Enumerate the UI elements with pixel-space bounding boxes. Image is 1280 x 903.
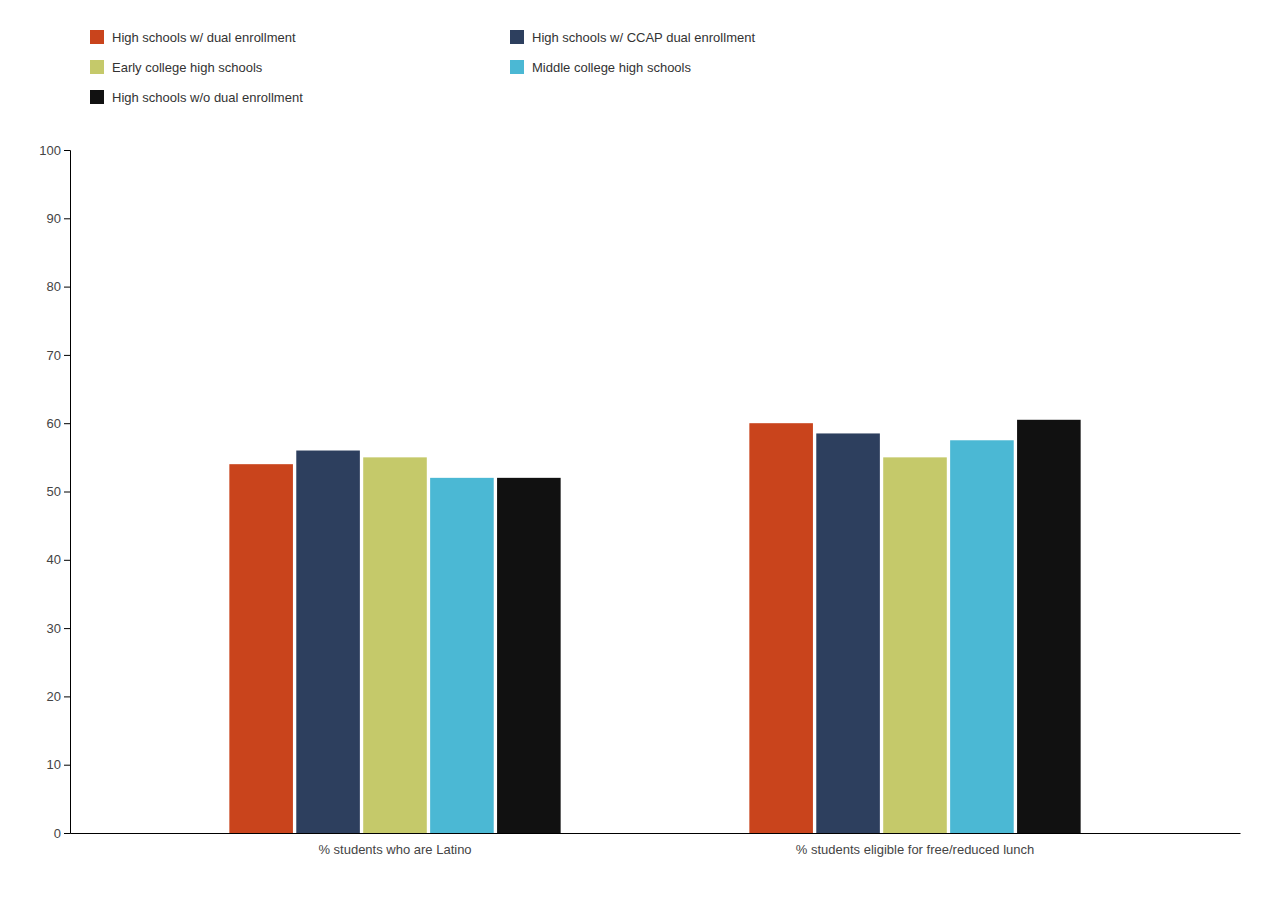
y-tick-mark (64, 355, 70, 356)
x-tick-label: % students who are Latino (318, 842, 471, 857)
x-tick: % students who are Latino (318, 842, 471, 857)
bar (430, 478, 494, 833)
y-tick-label: 90 (47, 211, 61, 226)
legend-item: High schools w/ CCAP dual enrollment (510, 30, 755, 45)
y-tick: 80 (47, 279, 70, 294)
bar-series (497, 420, 1081, 833)
legend-item: High schools w/ dual enrollment (90, 30, 296, 45)
y-tick: 0 (54, 826, 70, 841)
x-axis: % students who are Latino % students elig… (71, 834, 1241, 858)
x-axis-line (71, 833, 1241, 834)
legend-label: High schools w/o dual enrollment (112, 90, 303, 105)
bar (497, 478, 561, 833)
bar (816, 433, 880, 833)
y-tick-label: 60 (47, 416, 61, 431)
y-tick-mark (64, 765, 70, 766)
legend-swatch (90, 60, 104, 74)
chart: 0 10 20 30 40 50 60 70 80 90 100 % students who are… (0, 0, 1280, 903)
legend: High schools w/ dual enrollment High scho… (90, 30, 755, 105)
y-axis: 0 10 20 30 40 50 60 70 80 90 100 (39, 143, 70, 841)
bar (363, 457, 427, 833)
y-tick-mark (64, 833, 70, 834)
bar-series (430, 440, 1014, 833)
legend-swatch (90, 90, 104, 104)
y-tick-mark (64, 696, 70, 697)
y-tick-mark (64, 218, 70, 219)
plot: 0 10 20 30 40 50 60 70 80 90 100 % students who are… (39, 143, 1240, 858)
legend-item: High schools w/o dual enrollment (90, 90, 303, 105)
y-tick: 60 (47, 416, 70, 431)
y-tick-label: 10 (47, 757, 61, 772)
legend-item: Middle college high schools (510, 60, 691, 75)
bar-series (363, 457, 947, 833)
legend-label: Middle college high schools (532, 60, 691, 75)
legend-label: High schools w/ dual enrollment (112, 30, 296, 45)
y-tick-mark (64, 560, 70, 561)
y-tick-label: 0 (54, 826, 61, 841)
y-tick: 70 (47, 348, 70, 363)
y-tick-label: 40 (47, 552, 61, 567)
legend-label: Early college high schools (112, 60, 263, 75)
legend-swatch (90, 30, 104, 44)
y-tick-label: 70 (47, 348, 61, 363)
y-tick: 20 (47, 689, 70, 704)
y-tick: 50 (47, 484, 70, 499)
y-tick-label: 100 (39, 143, 61, 158)
bar (229, 464, 293, 833)
bar (296, 451, 360, 833)
y-tick: 40 (47, 552, 70, 567)
bar (950, 440, 1014, 833)
x-tick-label: % students eligible for free/reduced lun… (796, 842, 1034, 857)
bar (883, 457, 947, 833)
y-tick: 90 (47, 211, 70, 226)
y-tick-label: 80 (47, 279, 61, 294)
y-tick-mark (64, 150, 70, 151)
y-tick: 100 (39, 143, 70, 158)
y-tick-mark (64, 423, 70, 424)
bar (749, 423, 813, 833)
y-tick: 30 (47, 621, 70, 636)
y-tick-mark (64, 287, 70, 288)
legend-label: High schools w/ CCAP dual enrollment (532, 30, 755, 45)
legend-swatch (510, 60, 524, 74)
x-tick: % students eligible for free/reduced lun… (796, 842, 1034, 857)
legend-item: Early college high schools (90, 60, 263, 75)
bar-series (296, 433, 880, 833)
bars (229, 420, 1080, 833)
y-tick-mark (64, 492, 70, 493)
bar (1017, 420, 1081, 833)
legend-swatch (510, 30, 524, 44)
y-tick-label: 50 (47, 484, 61, 499)
y-tick: 10 (47, 757, 70, 772)
y-axis-line (64, 151, 71, 834)
y-tick-mark (64, 628, 70, 629)
y-tick-label: 20 (47, 689, 61, 704)
bar-series (229, 423, 813, 833)
y-tick-label: 30 (47, 621, 61, 636)
